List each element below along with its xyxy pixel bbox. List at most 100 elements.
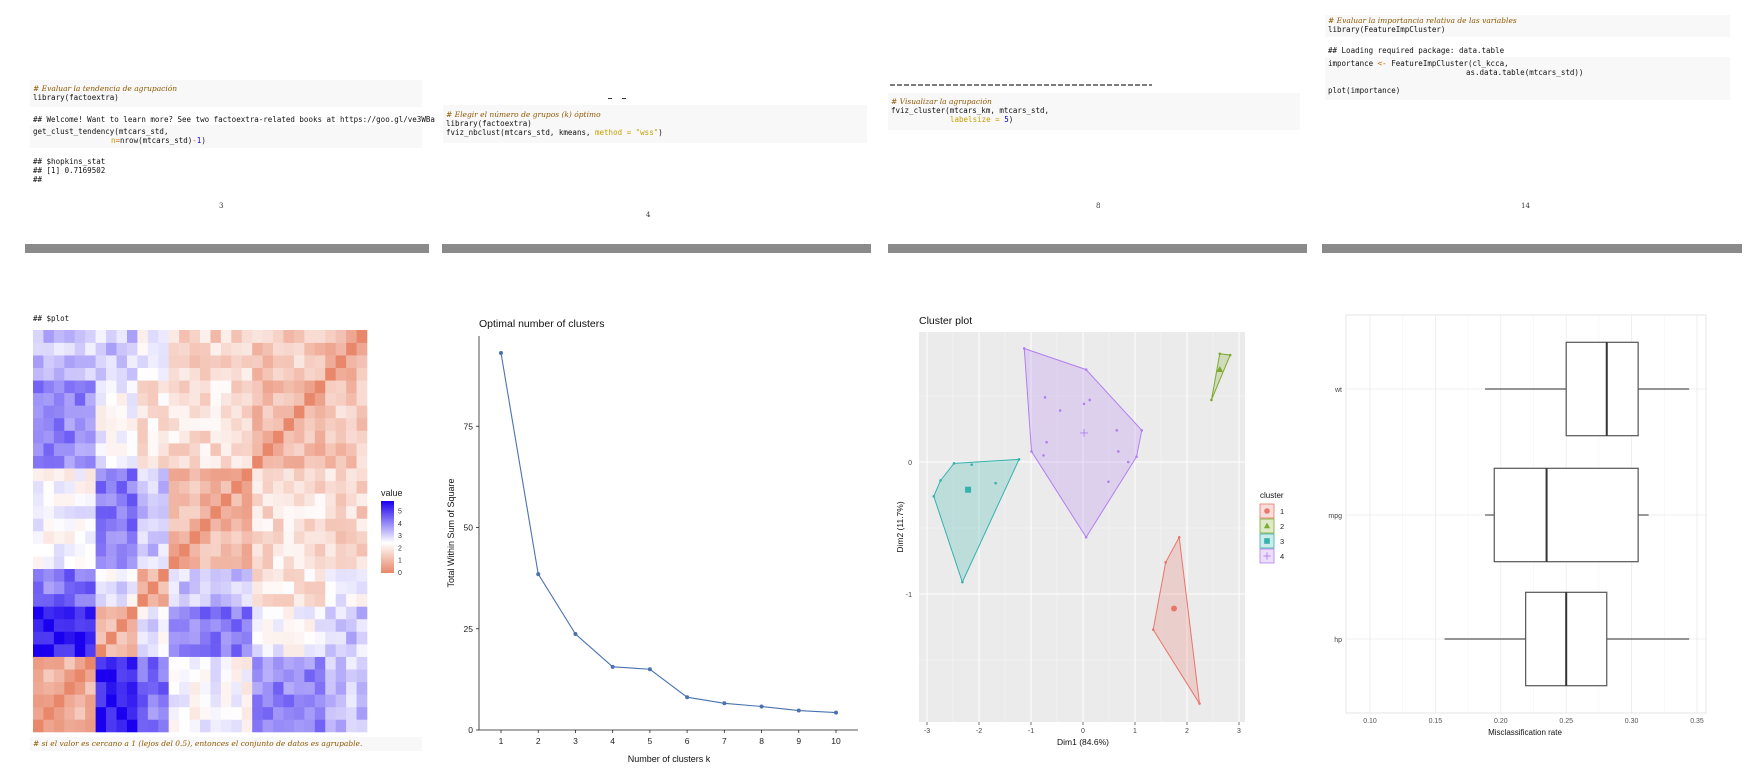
heatmap-cell — [53, 543, 65, 557]
heatmap-cell — [273, 342, 284, 356]
cluster-marker-square — [1264, 538, 1270, 544]
heatmap-cell — [158, 367, 169, 381]
cluster-hull-3 — [933, 458, 1020, 584]
boxplot-box-wt — [1565, 341, 1639, 437]
heatmap-cell — [85, 480, 96, 494]
heatmap-cell — [314, 330, 326, 343]
heatmap-cell — [33, 330, 44, 343]
heatmap-cell — [314, 618, 326, 632]
heatmap-cell — [200, 330, 211, 343]
heatmap-cell — [283, 505, 295, 519]
heatmap-cell — [95, 342, 107, 356]
heatmap-cell — [262, 719, 274, 733]
heatmap-cell — [262, 443, 274, 456]
heatmap-cell — [283, 392, 295, 406]
heatmap-cell — [126, 392, 138, 406]
heatmap-cell — [241, 531, 253, 544]
heatmap-cell — [273, 694, 284, 708]
heatmap-cell — [293, 694, 305, 708]
heatmap-cell — [126, 694, 138, 708]
heatmap-cell — [325, 455, 336, 469]
heatmap-cell — [33, 493, 44, 507]
cluster-point — [1017, 458, 1021, 461]
heatmap-cell — [273, 593, 284, 607]
cluster-point — [932, 495, 936, 498]
heatmap-cell — [33, 392, 44, 406]
heatmap-cell — [252, 543, 263, 557]
heatmap-cell — [283, 681, 295, 695]
heatmap-cell — [158, 330, 169, 343]
heatmap-cell — [179, 531, 190, 544]
heatmap-cell — [116, 443, 128, 456]
heatmap-cell — [126, 543, 138, 557]
cluster-legend-label: 3 — [1280, 537, 1284, 546]
heatmap-cell — [314, 405, 326, 419]
heatmap-cell — [95, 531, 107, 544]
heatmap-cell — [53, 568, 65, 582]
heatmap-cell — [95, 480, 107, 494]
cluster-point — [1198, 702, 1201, 705]
heatmap-cell — [43, 480, 55, 494]
heatmap-cell — [147, 531, 159, 544]
heatmap-cell — [262, 468, 274, 482]
cluster-point — [1042, 454, 1045, 457]
heatmap-cell — [241, 392, 253, 406]
heatmap-cell — [335, 681, 347, 695]
heatmap-cell — [116, 480, 128, 494]
heatmap-cell — [85, 493, 96, 507]
heatmap-cell — [53, 606, 65, 620]
heatmap-cell — [168, 367, 180, 381]
heatmap-cell — [106, 330, 117, 343]
heatmap-cell — [43, 656, 55, 670]
heatmap-cell — [293, 543, 305, 557]
heatmap-cell — [346, 606, 357, 620]
heatmap-legend-tick: 3 — [398, 533, 402, 540]
heatmap-cell — [64, 606, 76, 620]
heatmap-cell — [325, 556, 336, 569]
heatmap-cell — [33, 631, 44, 645]
heatmap-cell — [158, 644, 169, 657]
heatmap-cell — [33, 518, 44, 532]
heatmap-legend-tick: 4 — [398, 521, 402, 528]
heatmap-cell — [346, 518, 357, 532]
heatmap-cell — [168, 644, 180, 657]
heatmap-cell — [356, 644, 368, 657]
heatmap-cell — [116, 618, 128, 632]
heatmap-cell — [95, 443, 107, 456]
heatmap-cell — [252, 330, 263, 343]
heatmap-cell — [231, 518, 243, 532]
heatmap-cell — [64, 681, 76, 695]
heatmap-cell — [273, 531, 284, 544]
heatmap-cell — [116, 455, 128, 469]
heatmap-cell — [53, 694, 65, 708]
heatmap-cell — [231, 631, 243, 645]
heatmap-cell — [231, 380, 243, 394]
heatmap-cell — [220, 355, 232, 368]
heatmap-legend-tick: 1 — [398, 558, 402, 565]
heatmap-cell — [335, 644, 347, 657]
heatmap-cell — [335, 656, 347, 670]
heatmap-cell — [137, 392, 149, 406]
heatmap-cell — [95, 543, 107, 557]
heatmap-cell — [74, 606, 86, 620]
heatmap-cell — [304, 593, 316, 607]
heatmap-cell — [335, 706, 347, 720]
cluster-point — [961, 580, 964, 584]
heatmap-cell — [116, 631, 128, 645]
heatmap-cell — [116, 581, 128, 595]
code-comment: # Evaluar la tendencia de agrupación — [33, 84, 178, 93]
heatmap-cell — [283, 417, 295, 431]
heatmap-cell — [200, 380, 211, 394]
heatmap-cell — [231, 681, 243, 695]
heatmap-cell — [293, 505, 305, 519]
heatmap-cell — [158, 618, 169, 632]
heatmap-cell — [325, 468, 336, 482]
heatmap-cell — [356, 631, 368, 645]
heatmap-cell — [137, 380, 149, 394]
heatmap-cell — [200, 342, 211, 356]
heatmap-cell — [158, 405, 169, 419]
page-separator — [888, 244, 1307, 253]
heatmap-cell — [147, 581, 159, 595]
heatmap-cell — [189, 417, 201, 431]
heatmap-cell — [346, 417, 357, 431]
